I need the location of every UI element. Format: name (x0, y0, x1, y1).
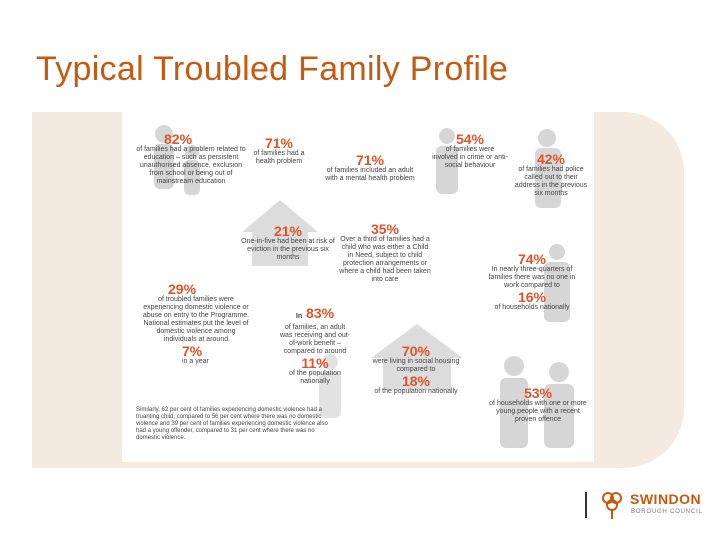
family-silhouette-figure (154, 125, 200, 195)
stat-percentage: 71% (264, 135, 294, 151)
stat-percentage: 71% (355, 152, 385, 168)
stat-description: were living in social housing compared t… (372, 358, 460, 373)
council-logo-name: SWINDON (630, 491, 702, 507)
logo-divider (585, 492, 587, 518)
stat-percentage: 70% (401, 343, 431, 359)
slide-title: Typical Troubled Family Profile (36, 50, 509, 88)
stat-percentage: 35% (370, 221, 400, 237)
stat-police: 42% of families had police called out to… (514, 152, 588, 198)
stat-description: of families had police called out to the… (514, 166, 588, 197)
stat-comparison-description: of the population nationally (374, 388, 458, 395)
stat-description: of households with one or more young peo… (489, 400, 587, 423)
stat-child-in-need: 35% Over a third of families had a child… (338, 222, 432, 284)
stat-domestic-violence: 29% of troubled families were experienci… (140, 282, 252, 366)
stat-comparison-description: of households nationally (494, 304, 570, 311)
stat-mental-health: 71% of families included an adult with a… (324, 153, 416, 183)
stat-comparison-percentage: 18% (401, 373, 431, 389)
stat-percentage: 82% (164, 131, 193, 147)
stat-no-work: 74% In nearly three-quarters of families… (482, 252, 582, 312)
stat-percentage: 42% (536, 151, 566, 167)
stat-eviction: 21% One-in-five had been at risk of evic… (240, 224, 336, 262)
stat-crime: 54% of families were involved in crime o… (432, 132, 508, 170)
stat-percentage: 74% (517, 251, 547, 267)
stat-percentage: 29% (168, 281, 197, 297)
stat-description: of families were involved in crime or an… (432, 146, 508, 169)
stat-comparison-description: in a year (182, 358, 209, 365)
stat-percentage: 53% (523, 385, 553, 401)
stat-education: 82% of families had a problem related to… (136, 132, 246, 186)
infographic-panel (122, 112, 594, 462)
house-silhouette-figure (242, 200, 318, 266)
stat-percentage: 21% (273, 223, 303, 239)
council-logo-icon (602, 492, 622, 519)
stat-percentage: 54% (455, 131, 485, 147)
stat-description: of troubled families were experiencing d… (142, 296, 250, 343)
stat-description: of families, an adult was receiving and … (279, 324, 351, 355)
worker-silhouette-figure (544, 244, 570, 322)
footnote: Similarly, 62 per cent of families exper… (136, 407, 328, 441)
stat-percentage-row: In 83% (278, 306, 352, 324)
stat-description: Over a third of families had a child who… (339, 236, 431, 283)
stat-description: of families had a problem related to edu… (136, 146, 246, 185)
stat-description: One-in-five had been at risk of eviction… (241, 238, 335, 261)
stat-social-housing: 70% were living in social housing compar… (370, 344, 462, 396)
stat-description: of families had a health problem (253, 150, 305, 165)
stat-prefix: In (295, 313, 303, 320)
adult-silhouette-figure (436, 128, 458, 194)
social-housing-silhouette-figure (371, 324, 463, 390)
young-people-silhouette-figure (500, 356, 574, 448)
stat-percentage: 83% (306, 305, 335, 321)
police-silhouette-figure (535, 129, 561, 208)
stat-out-of-work-benefit: In 83% of families, an adult was receivi… (278, 306, 352, 386)
council-logo-subtitle: BOROUGH COUNCIL (631, 509, 703, 515)
stat-comparison-description: of the population nationally (289, 370, 341, 385)
stat-health: 71% of families had a health problem (248, 136, 310, 166)
stat-description: In nearly three-quarters of families the… (488, 266, 576, 289)
benefit-silhouette-figure (319, 354, 341, 418)
stat-comparison-percentage: 11% (301, 355, 329, 371)
stat-comparison-percentage: 7% (182, 343, 203, 359)
stat-description: of families included an adult with a men… (325, 167, 415, 182)
stat-young-offender: 53% of households with one or more young… (488, 386, 588, 424)
stat-comparison-percentage: 16% (517, 289, 547, 305)
